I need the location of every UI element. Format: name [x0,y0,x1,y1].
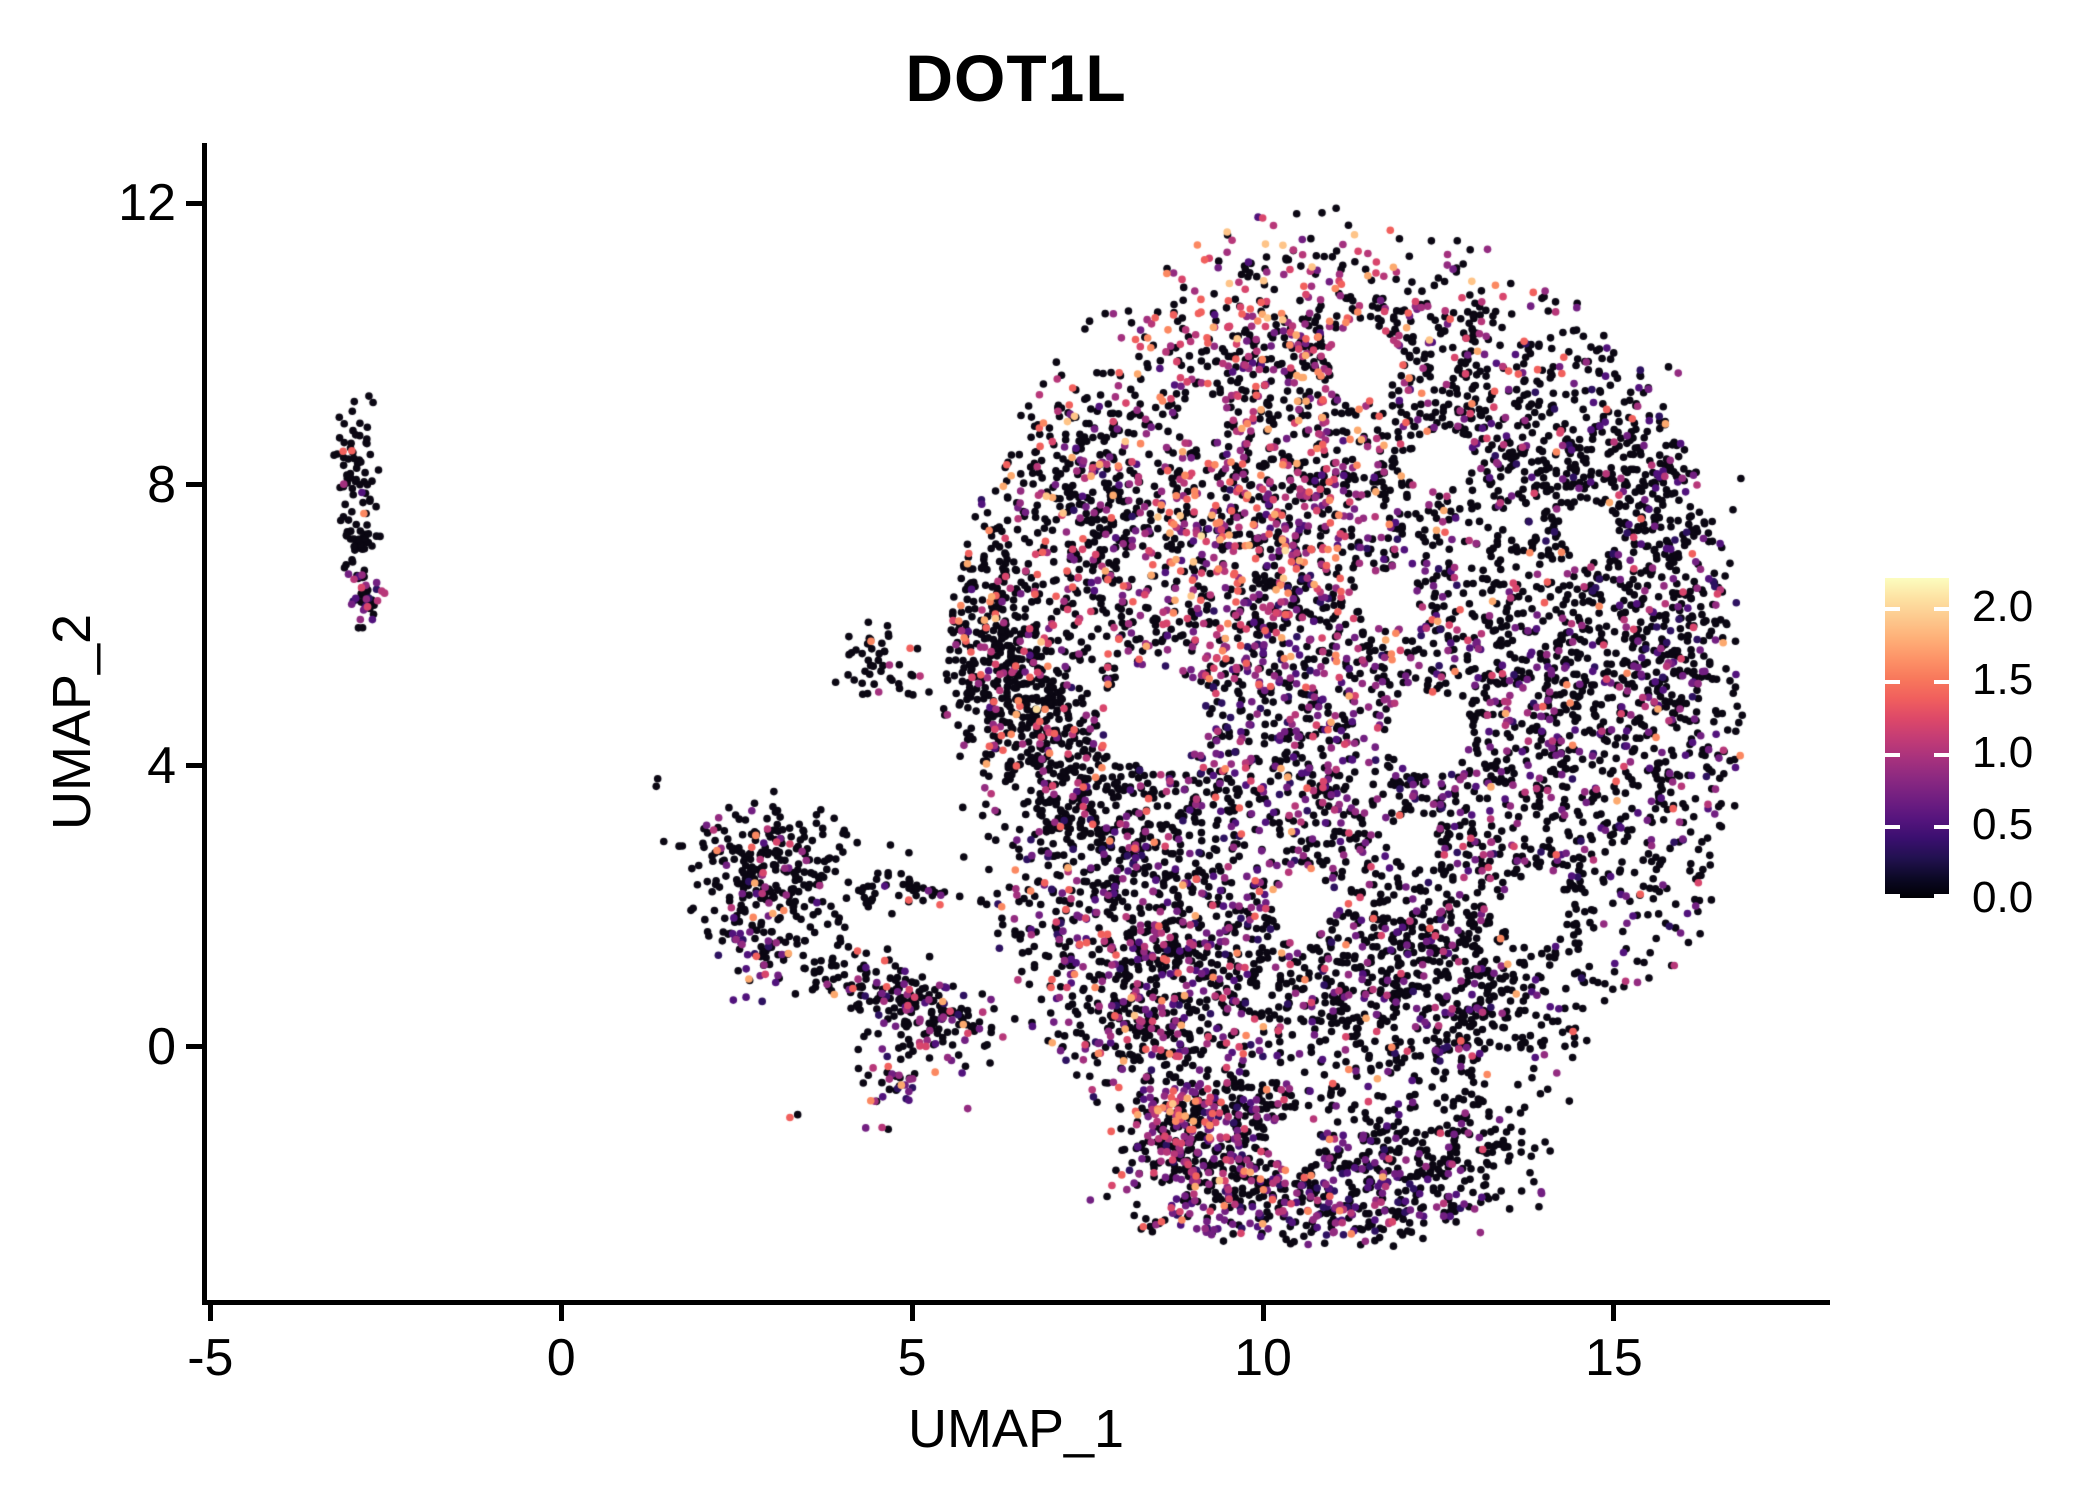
expression-colorbar [1885,578,1949,898]
colorbar-tick-label: 2.0 [1972,582,2034,632]
x-tick-mark [909,1305,915,1321]
colorbar-tick-label: 1.5 [1972,654,2034,704]
colorbar-tick-mark [1885,825,1900,830]
x-tick-mark [558,1305,564,1321]
colorbar-tick-mark [1885,607,1900,612]
colorbar-tick-label: 0.5 [1972,800,2034,850]
x-axis-line [202,1300,1830,1305]
y-axis-title: UMAP_2 [42,613,102,831]
x-tick-label: 5 [897,1329,927,1387]
colorbar-tick-mark [1934,679,1949,684]
x-tick-mark [207,1305,213,1321]
y-tick-label: 8 [147,455,176,514]
colorbar-tick-mark [1885,894,1900,898]
x-axis-title: UMAP_1 [907,1399,1125,1459]
x-tick-label: 10 [1234,1329,1292,1387]
y-tick-label: 4 [147,736,176,795]
y-tick-mark [186,482,202,488]
x-tick-label: -5 [187,1329,234,1387]
y-tick-mark [186,200,202,206]
x-tick-mark [1611,1305,1617,1321]
colorbar-tick-mark [1934,825,1949,830]
colorbar-tick-label: 1.0 [1972,727,2034,777]
x-tick-mark [1260,1305,1266,1321]
y-tick-label: 0 [147,1017,176,1076]
plot-title: DOT1L [905,41,1127,115]
colorbar-tick-mark [1885,752,1900,757]
y-axis-line [202,143,207,1303]
y-tick-label: 12 [118,174,176,233]
colorbar-tick-mark [1934,894,1949,898]
x-tick-label: 0 [546,1329,576,1387]
y-tick-mark [186,763,202,769]
colorbar-tick-mark [1934,752,1949,757]
colorbar-tick-label: 0.0 [1972,873,2034,922]
colorbar-tick-mark [1934,607,1949,612]
y-tick-mark [186,1044,202,1050]
colorbar-tick-mark [1885,679,1900,684]
x-tick-label: 15 [1585,1329,1643,1387]
